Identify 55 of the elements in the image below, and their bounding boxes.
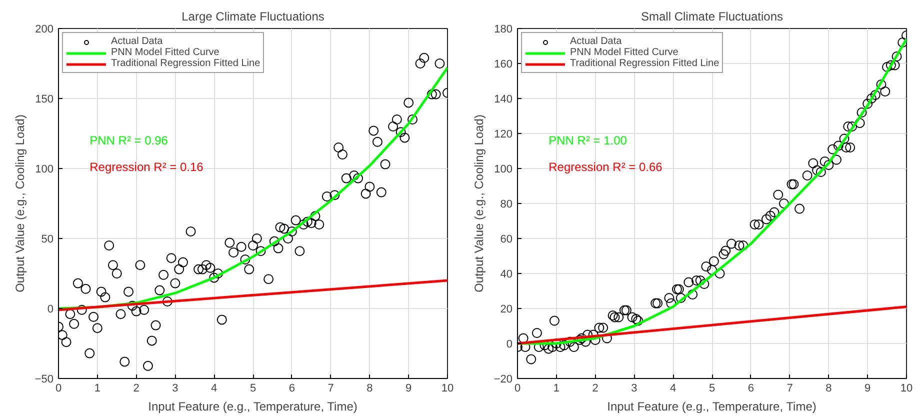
annotation: PNN R² = 0.96 (90, 134, 168, 148)
y-axis-title: Output Value (e.g., Cooling Load) (12, 114, 27, 292)
x-tick-label: 6 (288, 382, 295, 394)
y-tick-label: 20 (500, 304, 513, 316)
y-tick-label: 40 (500, 268, 513, 280)
y-tick-label: 50 (41, 234, 54, 246)
y-tick-label: 0 (506, 338, 513, 350)
legend-label: PNN Model Fitted Curve (570, 47, 678, 58)
y-axis-title: Output Value (e.g., Cooling Load) (472, 114, 486, 292)
y-tick-label: 100 (494, 164, 513, 176)
y-tick-label: 160 (494, 58, 513, 70)
x-tick-label: 2 (133, 382, 140, 394)
legend-label: Traditional Regression Fitted Line (570, 58, 720, 69)
x-axis-title: Input Feature (e.g., Temperature, Time) (607, 400, 816, 414)
x-tick-label: 1 (553, 382, 560, 394)
y-tick-label: 120 (494, 128, 513, 140)
annotation: Regression R² = 0.16 (90, 160, 204, 174)
legend-label: PNN Model Fitted Curve (111, 47, 220, 58)
x-tick-label: 4 (211, 382, 218, 394)
x-tick-label: 0 (55, 382, 62, 394)
y-tick-label: 0 (47, 304, 54, 316)
x-tick-label: 1 (94, 382, 100, 394)
chart-title: Large Climate Fluctuations (182, 10, 324, 24)
x-tick-label: 4 (670, 382, 676, 394)
x-tick-label: 9 (406, 382, 412, 394)
y-tick-label: 60 (500, 234, 513, 246)
legend-label: Actual Data (111, 36, 163, 47)
x-tick-label: 3 (172, 382, 178, 394)
y-tick-label: 140 (494, 94, 513, 106)
annotation: PNN R² = 1.00 (548, 134, 628, 148)
y-tick-label: 150 (35, 94, 54, 106)
y-tick-label: −20 (494, 374, 513, 386)
y-tick-label: 180 (494, 24, 513, 36)
x-tick-label: 7 (328, 382, 334, 394)
legend-label: Actual Data (570, 36, 622, 47)
y-tick-label: −50 (34, 374, 54, 386)
y-tick-label: 200 (35, 24, 54, 36)
y-tick-label: 100 (35, 164, 54, 176)
x-tick-label: 5 (708, 382, 716, 394)
x-tick-label: 6 (748, 382, 754, 394)
y-tick-label: 80 (500, 198, 513, 210)
legend-label: Traditional Regression Fitted Line (111, 58, 260, 69)
x-tick-label: 3 (631, 382, 638, 394)
x-tick-label: 7 (786, 382, 793, 394)
x-tick-label: 8 (366, 382, 373, 394)
x-axis-title: Input Feature (e.g., Temperature, Time) (148, 400, 358, 414)
x-tick-label: 2 (592, 382, 598, 394)
chart-title: Small Climate Fluctuations (640, 10, 784, 24)
x-tick-label: 10 (441, 382, 454, 394)
annotation: Regression R² = 0.66 (548, 160, 663, 174)
x-tick-label: 5 (250, 382, 256, 394)
x-tick-label: 10 (900, 382, 913, 394)
x-tick-label: 9 (864, 382, 871, 394)
x-tick-label: 8 (826, 382, 832, 394)
x-tick-label: 0 (514, 382, 521, 394)
